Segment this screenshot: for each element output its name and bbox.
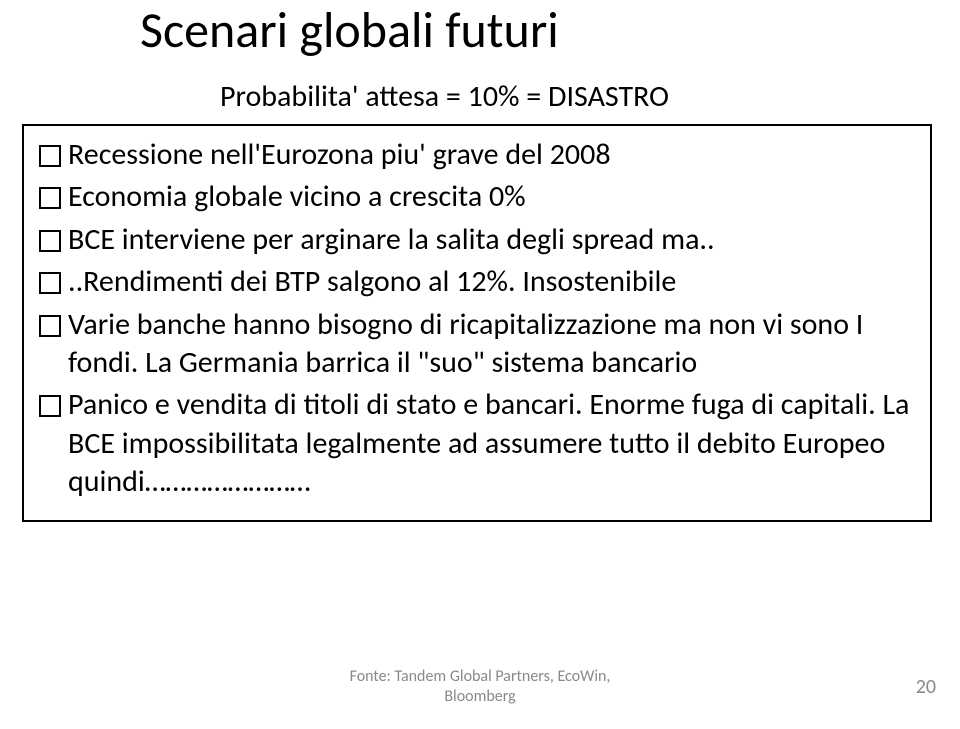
bullet-item: Panico e vendita di titoli di stato e ba…	[38, 386, 916, 501]
slide-subtitle: Probabilita' attesa = 10% = DISASTRO	[220, 78, 669, 115]
bullet-item: BCE interviene per arginare la salita de…	[38, 221, 916, 259]
bullet-text: BCE interviene per arginare la salita de…	[68, 221, 715, 259]
square-bullet-icon	[38, 314, 62, 338]
content-box: Recessione nell'Eurozona piu' grave del …	[22, 124, 932, 522]
bullet-text: ..Rendimenti dei BTP salgono al 12%. Ins…	[68, 263, 676, 301]
source-line-2: Bloomberg	[0, 687, 960, 707]
bullet-item: Varie banche hanno bisogno di ricapitali…	[38, 306, 916, 383]
source-line-1: Fonte: Tandem Global Partners, EcoWin,	[0, 667, 960, 687]
square-bullet-icon	[38, 271, 62, 295]
bullet-text: Economia globale vicino a crescita 0%	[68, 178, 526, 216]
source-attribution: Fonte: Tandem Global Partners, EcoWin, B…	[0, 667, 960, 707]
square-bullet-icon	[38, 186, 62, 210]
square-bullet-icon	[38, 229, 62, 253]
square-bullet-icon	[38, 144, 62, 168]
square-bullet-icon	[38, 394, 62, 418]
bullet-text: Panico e vendita di titoli di stato e ba…	[68, 386, 916, 501]
bullet-text: Varie banche hanno bisogno di ricapitali…	[68, 306, 916, 383]
bullet-item: ..Rendimenti dei BTP salgono al 12%. Ins…	[38, 263, 916, 301]
bullet-item: Economia globale vicino a crescita 0%	[38, 178, 916, 216]
bullet-item: Recessione nell'Eurozona piu' grave del …	[38, 136, 916, 174]
slide-title: Scenari globali futuri	[140, 0, 559, 61]
bullet-text: Recessione nell'Eurozona piu' grave del …	[68, 136, 611, 174]
page-number: 20	[916, 675, 936, 699]
